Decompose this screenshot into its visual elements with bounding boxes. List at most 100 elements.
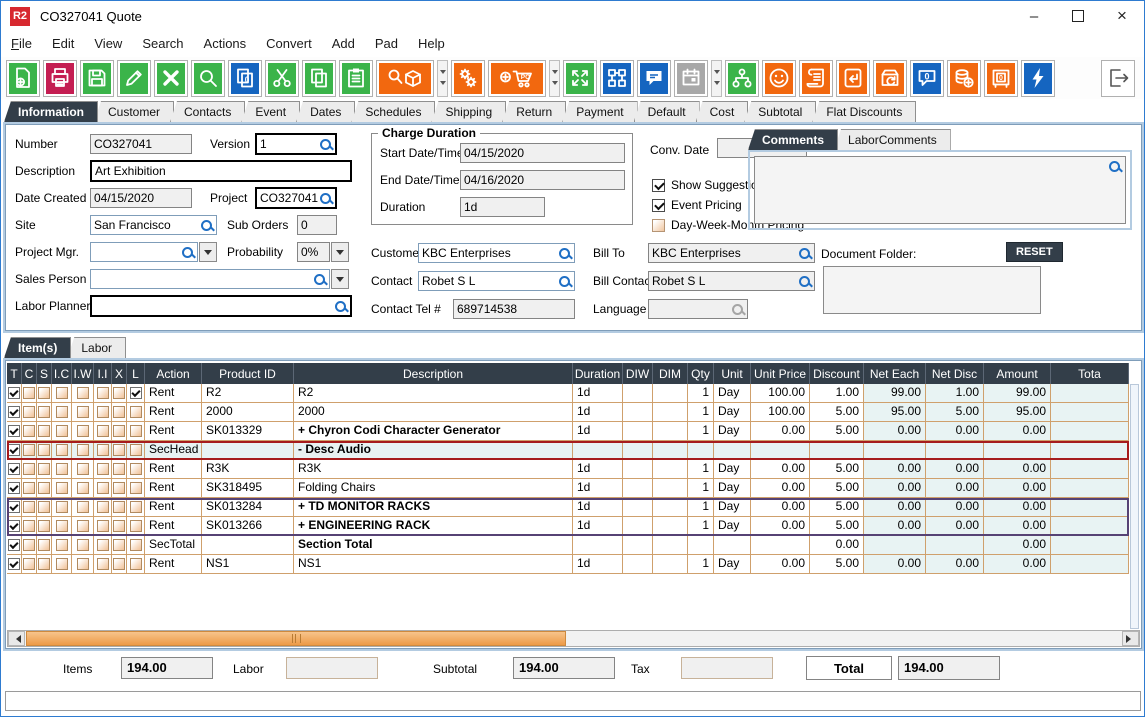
- dropdown-arrows-icon[interactable]: [711, 59, 722, 97]
- cell-net_each[interactable]: [864, 536, 926, 555]
- cell-qty[interactable]: 1: [688, 422, 714, 441]
- iw-checkbox[interactable]: [76, 539, 89, 551]
- cell-description[interactable]: R2: [294, 384, 573, 403]
- cell-unit_price[interactable]: 0.00: [751, 517, 810, 536]
- c-checkbox[interactable]: [23, 520, 35, 532]
- bill-to-field[interactable]: KBC Enterprises: [648, 243, 815, 263]
- search-button[interactable]: [191, 59, 225, 97]
- cell-net_each[interactable]: 0.00: [864, 498, 926, 517]
- menu-convert[interactable]: Convert: [266, 36, 312, 51]
- cell-product_id[interactable]: NS1: [202, 555, 294, 574]
- l-checkbox[interactable]: [129, 539, 142, 551]
- cell-diw[interactable]: [623, 460, 653, 479]
- l-checkbox[interactable]: [129, 444, 142, 456]
- cell-unit[interactable]: [714, 536, 751, 555]
- tab-laborcomments[interactable]: LaborComments: [834, 129, 951, 150]
- tab-labor[interactable]: Labor: [67, 337, 127, 358]
- cell-unit[interactable]: Day: [714, 384, 751, 403]
- t-checkbox[interactable]: [8, 482, 20, 494]
- site-field[interactable]: San Francisco: [90, 215, 217, 235]
- cell-total[interactable]: [1051, 517, 1129, 536]
- cell-duration[interactable]: 1d: [573, 422, 623, 441]
- new-document-button[interactable]: [6, 59, 40, 97]
- gears-button[interactable]: [451, 59, 485, 97]
- cell-net_each[interactable]: 0.00: [864, 517, 926, 536]
- receipt-button[interactable]: [799, 59, 833, 97]
- minimize-button[interactable]: –: [1029, 7, 1039, 25]
- s-checkbox[interactable]: [38, 482, 50, 494]
- s-checkbox[interactable]: [38, 444, 50, 456]
- col-header-diw[interactable]: DIW: [623, 363, 653, 384]
- cell-unit[interactable]: Day: [714, 555, 751, 574]
- cell-net_each[interactable]: 0.00: [864, 460, 926, 479]
- cell-total[interactable]: [1051, 460, 1129, 479]
- cell-product_id[interactable]: SK013266: [202, 517, 294, 536]
- comment-button[interactable]: [637, 59, 671, 97]
- cell-net_each[interactable]: 0.00: [864, 422, 926, 441]
- cell-action[interactable]: Rent: [145, 517, 202, 536]
- checkbox[interactable]: [652, 178, 665, 192]
- cell-total[interactable]: [1051, 403, 1129, 422]
- cell-dim[interactable]: [653, 479, 688, 498]
- cell-net_disc[interactable]: 1.00: [926, 384, 984, 403]
- cell-total[interactable]: [1051, 555, 1129, 574]
- scrollbar-thumb[interactable]: [26, 631, 566, 646]
- menu-file[interactable]: File: [11, 36, 32, 51]
- cell-duration[interactable]: [573, 536, 623, 555]
- t-checkbox[interactable]: [8, 463, 20, 475]
- cell-product_id[interactable]: SK013329: [202, 422, 294, 441]
- cell-qty[interactable]: 1: [688, 498, 714, 517]
- cell-duration[interactable]: 1d: [573, 479, 623, 498]
- cell-unit_price[interactable]: 100.00: [751, 384, 810, 403]
- cut-button[interactable]: [265, 59, 299, 97]
- x-checkbox[interactable]: [113, 520, 125, 532]
- col-header-ic[interactable]: I.C: [52, 363, 72, 384]
- cell-duration[interactable]: 1d: [573, 517, 623, 536]
- exit-button[interactable]: [1101, 59, 1135, 97]
- cell-description[interactable]: - Desc Audio: [294, 441, 573, 460]
- cell-description[interactable]: + ENGINEERING RACK: [294, 517, 573, 536]
- col-header-unit_price[interactable]: Unit Price: [751, 363, 810, 384]
- search-icon[interactable]: [181, 246, 195, 260]
- contact-field[interactable]: Robet S L: [418, 271, 575, 291]
- tab-contacts[interactable]: Contacts: [170, 101, 246, 122]
- cell-diw[interactable]: [623, 441, 653, 460]
- cell-unit_price[interactable]: [751, 536, 810, 555]
- box-return-button[interactable]: [873, 59, 907, 97]
- scroll-left-button[interactable]: [8, 631, 25, 646]
- col-header-x[interactable]: X: [112, 363, 127, 384]
- ii-checkbox[interactable]: [96, 558, 109, 570]
- cell-net_disc[interactable]: 0.00: [926, 517, 984, 536]
- cell-product_id[interactable]: 2000: [202, 403, 294, 422]
- cell-net_each[interactable]: 0.00: [864, 479, 926, 498]
- s-checkbox[interactable]: [38, 501, 50, 513]
- cell-amount[interactable]: 0.00: [984, 517, 1051, 536]
- cell-net_disc[interactable]: 0.00: [926, 460, 984, 479]
- tab-return[interactable]: Return: [502, 101, 567, 122]
- l-checkbox[interactable]: [129, 558, 142, 570]
- cell-net_each[interactable]: 0.00: [864, 555, 926, 574]
- c-checkbox[interactable]: [23, 406, 35, 418]
- ii-checkbox[interactable]: [96, 444, 109, 456]
- ic-checkbox[interactable]: [55, 444, 68, 456]
- cell-qty[interactable]: 1: [688, 555, 714, 574]
- ii-checkbox[interactable]: [96, 406, 109, 418]
- cell-dim[interactable]: [653, 460, 688, 479]
- t-checkbox[interactable]: [8, 501, 20, 513]
- cell-qty[interactable]: 1: [688, 384, 714, 403]
- t-checkbox[interactable]: [8, 425, 20, 437]
- c-checkbox[interactable]: [23, 558, 35, 570]
- cell-discount[interactable]: 5.00: [810, 555, 864, 574]
- date-created-field[interactable]: 04/15/2020: [90, 188, 192, 208]
- cell-action[interactable]: Rent: [145, 555, 202, 574]
- cell-discount[interactable]: 5.00: [810, 517, 864, 536]
- search-icon[interactable]: [798, 247, 812, 261]
- cell-unit[interactable]: Day: [714, 479, 751, 498]
- delete-button[interactable]: [154, 59, 188, 97]
- cell-duration[interactable]: 1d: [573, 403, 623, 422]
- calendar-button[interactable]: [674, 59, 708, 97]
- cell-product_id[interactable]: [202, 536, 294, 555]
- cell-qty[interactable]: [688, 441, 714, 460]
- cell-diw[interactable]: [623, 384, 653, 403]
- s-checkbox[interactable]: [38, 425, 50, 437]
